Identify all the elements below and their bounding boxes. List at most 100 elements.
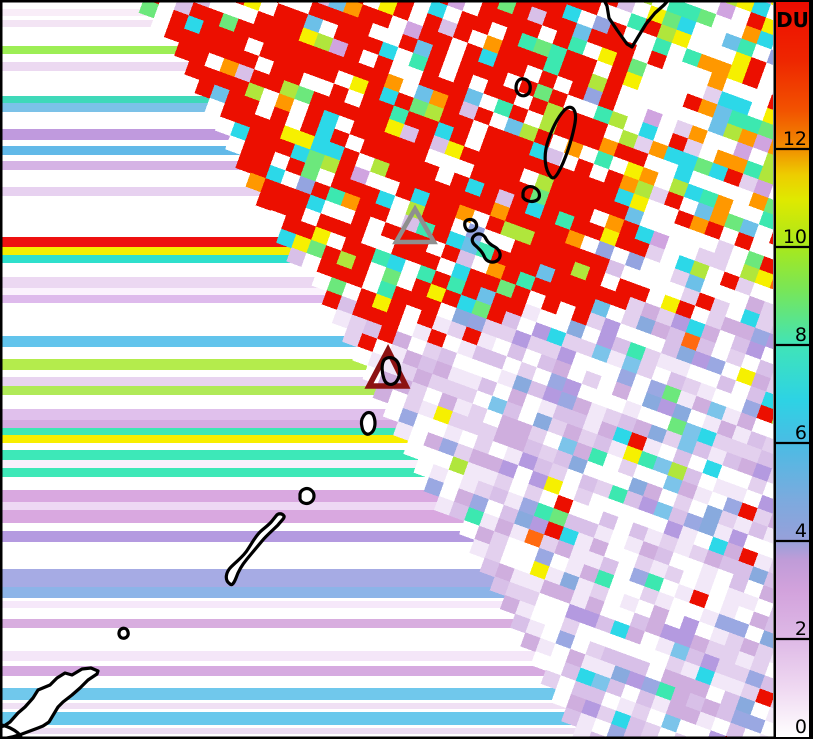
- heatmap-cell: [258, 2, 280, 18]
- heatmap-cell: [322, 6, 344, 27]
- heatmap-cell: [572, 68, 594, 88]
- heatmap-cell: [712, 104, 734, 125]
- heatmap-cell: [452, 24, 474, 44]
- heatmap-cell: [763, 616, 773, 635]
- heatmap-cell: [651, 366, 673, 387]
- heatmap-cell: [731, 425, 753, 446]
- heatmap-cell: [743, 579, 765, 600]
- heatmap-cell: [616, 413, 638, 434]
- heatmap-cell: [640, 676, 662, 697]
- heatmap-cell: [565, 319, 587, 340]
- heatmap-cell: [488, 486, 510, 506]
- heatmap-cell: [515, 271, 537, 292]
- heatmap-cell: [577, 473, 599, 494]
- heatmap-cell: [631, 44, 653, 65]
- heatmap-cell: [654, 591, 676, 612]
- heatmap-cell: [612, 97, 634, 118]
- heatmap-cell: [709, 297, 731, 318]
- heatmap-cell: [585, 312, 607, 333]
- heatmap-cell: [767, 139, 773, 156]
- heatmap-cell: [660, 339, 682, 360]
- heatmap-cell: [456, 294, 478, 315]
- heatmap-cell: [335, 205, 357, 226]
- heatmap-cell: [662, 101, 684, 121]
- heatmap-cell: [710, 343, 732, 363]
- heatmap-cell: [373, 54, 395, 75]
- heatmap-cell: [660, 713, 682, 734]
- heatmap-cell: [432, 360, 454, 381]
- colorbar: 12 10 8 6 4 2 0 DU: [773, 0, 812, 739]
- heatmap-cell: [499, 594, 521, 615]
- heatmap-cell: [624, 206, 646, 227]
- heatmap-cell: [279, 125, 301, 146]
- heatmap-cell: [643, 198, 665, 219]
- swath-pixels: [138, 2, 773, 737]
- heatmap-cell: [408, 97, 430, 118]
- heatmap-cell: [646, 424, 668, 445]
- data-row-stripe: [2, 237, 318, 247]
- data-row-stripe: [2, 587, 527, 598]
- heatmap-cell: [492, 427, 514, 448]
- heatmap-cell: [417, 400, 439, 421]
- heatmap-cell: [513, 136, 535, 157]
- heatmap-cell: [402, 394, 424, 415]
- heatmap-cell: [269, 106, 291, 127]
- data-row-stripe: [2, 187, 288, 196]
- heatmap-cell: [644, 244, 666, 264]
- heatmap-cell: [514, 600, 536, 621]
- heatmap-cell: [761, 436, 773, 455]
- heatmap-cell: [259, 87, 281, 108]
- heatmap-cell: [243, 2, 263, 13]
- heatmap-cell: [650, 695, 672, 715]
- heatmap-cell: [274, 138, 296, 159]
- heatmap-cell: [397, 407, 419, 428]
- heatmap-cell: [458, 101, 480, 121]
- heatmap-cell: [499, 549, 521, 570]
- data-row-stripe: [2, 295, 352, 303]
- heatmap-cell: [590, 673, 612, 693]
- heatmap-cell: [680, 706, 702, 726]
- heatmap-cell: [264, 119, 286, 140]
- heatmap-cell: [591, 344, 613, 365]
- heatmap-cell: [742, 160, 764, 181]
- heatmap-cell: [358, 49, 380, 70]
- heatmap-cell: [639, 212, 661, 233]
- heatmap-cell: [321, 290, 343, 311]
- heatmap-cell: [726, 393, 748, 414]
- heatmap-cell: [679, 286, 701, 307]
- heatmap-cell: [640, 347, 662, 368]
- heatmap-cell: [412, 368, 434, 389]
- heatmap-cell: [439, 198, 461, 219]
- heatmap-cell: [727, 154, 749, 175]
- heatmap-cell: [615, 323, 637, 344]
- heatmap-cell: [767, 513, 773, 530]
- heatmap-cell: [762, 526, 773, 545]
- heatmap-cell: [649, 230, 671, 251]
- heatmap-cell: [462, 371, 484, 392]
- heatmap-cell: [630, 283, 652, 304]
- heatmap-cell: [648, 140, 670, 161]
- heatmap-cell: [598, 137, 620, 158]
- heatmap-cell: [324, 96, 346, 117]
- heatmap-cell: [552, 30, 574, 51]
- heatmap-cell: [715, 374, 737, 395]
- heatmap-cell: [710, 717, 732, 737]
- heatmap-cell: [423, 432, 445, 453]
- heatmap-cell: [414, 174, 436, 195]
- heatmap-cell: [280, 170, 302, 191]
- heatmap-cell: [463, 132, 485, 153]
- heatmap-cell: [482, 35, 504, 55]
- heatmap-cell: [519, 542, 541, 563]
- heatmap-cell: [740, 354, 762, 374]
- heatmap-cell: [719, 645, 741, 666]
- colorbar-gradient: [776, 2, 809, 737]
- heatmap-cell: [742, 534, 764, 555]
- heatmap-cell: [378, 86, 400, 107]
- heatmap-cell: [379, 176, 401, 197]
- heatmap-cell: [682, 138, 704, 159]
- heatmap-cell: [233, 18, 255, 39]
- heatmap-cell: [570, 680, 592, 701]
- heatmap-cell: [348, 30, 370, 51]
- heatmap-cell: [727, 483, 749, 504]
- heatmap-cell: [759, 675, 773, 695]
